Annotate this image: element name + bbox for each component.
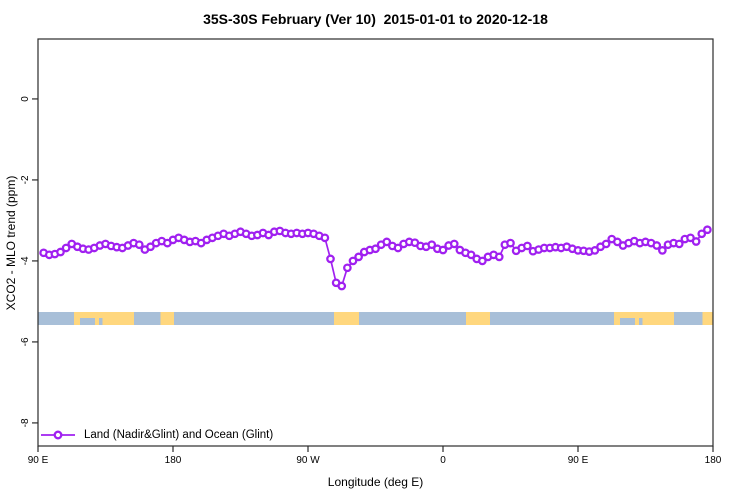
data-point-marker [691,237,701,246]
data-point-marker [382,237,392,247]
land-strip-segment [465,311,490,325]
data-point-marker [613,237,622,247]
data-point-marker [354,252,363,262]
data-point-marker [449,239,459,249]
data-point-marker [56,247,65,257]
plot-border [37,38,714,447]
data-point-marker [523,241,532,251]
x-tick-label: 0 [440,455,446,466]
ocean-strip [38,311,713,325]
data-point-marker [703,225,712,235]
legend-marker-icon [41,430,75,440]
chart-title: 35S-30S February (Ver 10) 2015-01-01 to … [203,11,548,27]
data-point-marker [438,245,448,255]
coast-notch [620,317,635,325]
data-point-marker [134,240,144,250]
legend: Land (Nadir&Glint) and Ocean (Glint) [40,428,273,442]
land-strip-segment [160,311,174,325]
data-point-marker [371,244,380,254]
land-strip-segment [333,311,359,325]
coast-notch [98,317,103,325]
x-tick-label: 180 [165,455,182,466]
data-point-marker [466,250,476,260]
data-point-marker [337,281,347,291]
data-point-marker [320,233,330,243]
data-point-marker [61,243,71,253]
x-tick-label: 180 [705,455,722,466]
legend-label: Land (Nadir&Glint) and Ocean (Glint) [84,429,274,441]
y-tick-label: -6 [20,337,31,346]
y-tick-label: -2 [20,175,31,184]
data-point-marker [146,242,155,252]
y-tick-label: -4 [20,256,31,265]
data-point-marker [674,239,684,249]
x-tick-label: 90 E [568,455,589,466]
data-point-marker [343,263,352,273]
x-tick-label: 90 E [28,455,49,466]
data-point-marker [658,246,667,255]
data-point-marker [478,256,487,266]
land-strip-segment [702,311,713,325]
data-point-marker [427,240,437,250]
coast-notch [638,317,643,325]
y-tick-label: 0 [20,96,31,102]
x-tick-label: 90 W [296,455,320,466]
data-point-marker [686,233,695,243]
coast-notch [80,317,95,325]
data-point-marker [601,239,611,249]
legend-circle-swatch [53,430,63,440]
data-point-marker [652,241,662,250]
data-point-marker [326,254,335,264]
x-axis-label: Longitude (deg E) [327,475,424,489]
data-point-marker [348,256,358,266]
y-tick-label: -8 [20,418,31,427]
data-point-marker [506,238,515,248]
data-point-marker [494,252,504,262]
data-point-marker [697,229,707,239]
data-point-marker [393,243,403,253]
data-point-marker [590,246,600,255]
